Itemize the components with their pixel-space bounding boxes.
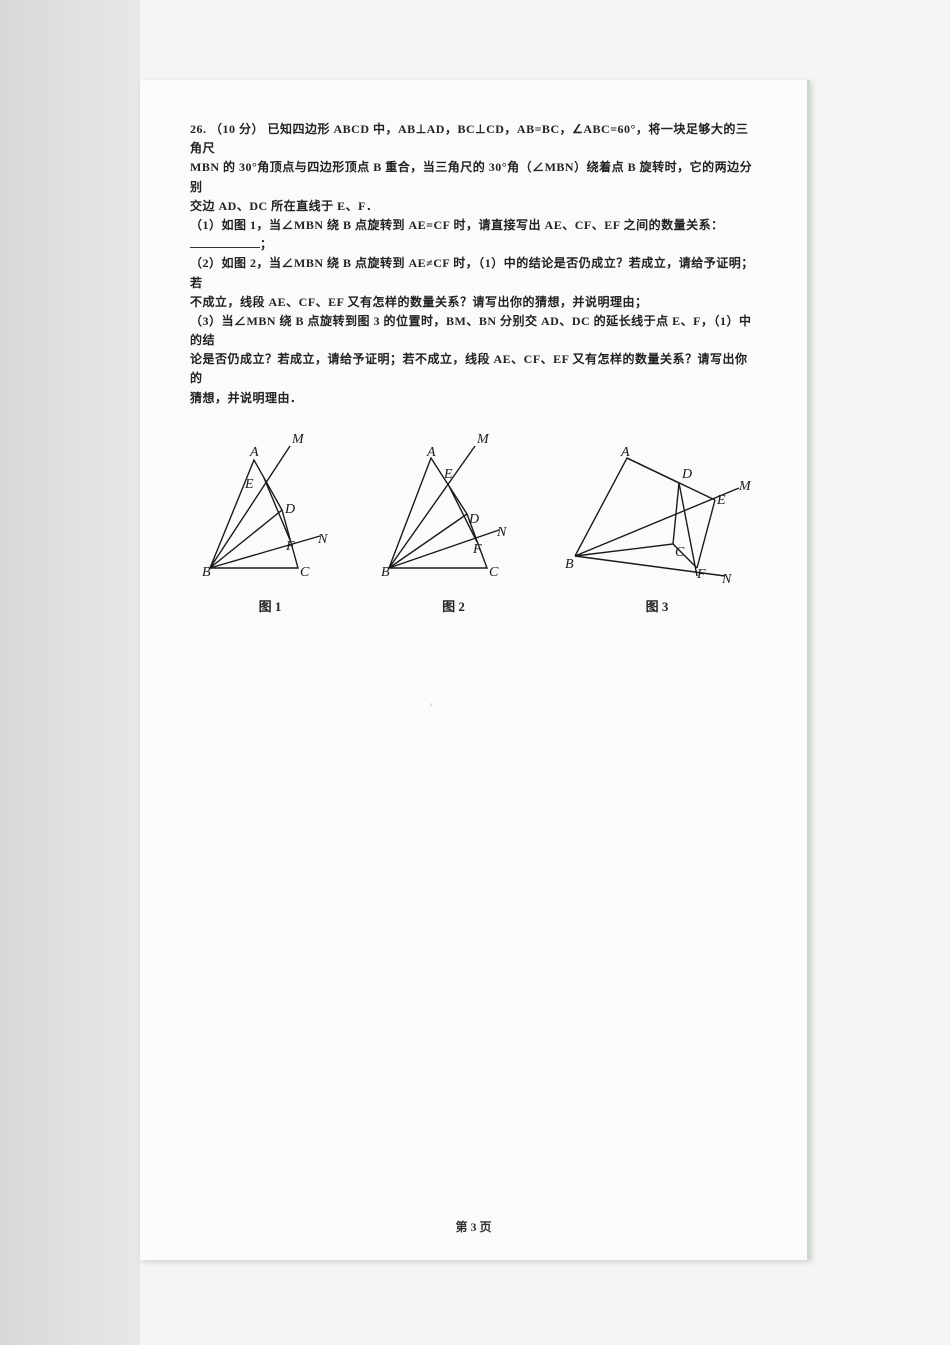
question-1-tail: ； (260, 237, 273, 251)
figure-1-svg: B C A D E F M N (190, 428, 350, 588)
figure-1-block: B C A D E F M N (190, 428, 350, 615)
page-container: 26. （10 分） 已知四边形 ABCD 中，AB⊥AD，BC⊥CD，AB=B… (0, 0, 950, 1345)
left-shadow (0, 0, 140, 1345)
figure-2-svg: B C A D E F M N (369, 428, 539, 588)
question-3c: 猜想，并说明理由． (190, 391, 303, 405)
problem-text-block: 26. （10 分） 已知四边形 ABCD 中，AB⊥AD，BC⊥CD，AB=B… (190, 120, 757, 408)
figure-2-block: B C A D E F M N (369, 428, 539, 615)
label-M: M (738, 479, 752, 494)
page-footer: 第 3 页 (140, 1218, 807, 1235)
label-B: B (565, 557, 574, 572)
label-C: C (300, 565, 310, 580)
label-A: A (620, 445, 630, 460)
label-N: N (496, 525, 507, 540)
figures-row: B C A D E F M N (190, 428, 757, 615)
stem-line-3: 交边 AD、DC 所在直线于 E、F． (190, 199, 379, 213)
question-2a: （2）如图 2，当∠MBN 绕 B 点旋转到 AE≠CF 时，（1）中的结论是否… (190, 256, 754, 289)
question-1: （1）如图 1，当∠MBN 绕 B 点旋转到 AE=CF 时，请直接写出 AE、… (190, 218, 724, 232)
problem-number: 26. (190, 122, 207, 136)
problem-points: （10 分） (210, 122, 264, 136)
question-2b: 不成立，线段 AE、CF、EF 又有怎样的数量关系？请写出你的猜想，并说明理由； (190, 295, 648, 309)
label-D: D (681, 467, 692, 482)
faint-mark: ' (430, 700, 432, 715)
figure-2-caption: 图 2 (442, 596, 465, 615)
figure-3-svg: B C A D E F M N (557, 428, 757, 588)
label-C: C (489, 565, 499, 580)
figure-1-caption: 图 1 (259, 596, 282, 615)
answer-blank (190, 235, 260, 248)
label-M: M (476, 432, 490, 447)
stem-line-1: 已知四边形 ABCD 中，AB⊥AD，BC⊥CD，AB=BC，∠ABC=60°，… (190, 122, 748, 155)
label-F: F (696, 567, 706, 582)
question-3a: （3）当∠MBN 绕 B 点旋转到图 3 的位置时，BM、BN 分别交 AD、D… (190, 314, 752, 347)
exam-paper: 26. （10 分） 已知四边形 ABCD 中，AB⊥AD，BC⊥CD，AB=B… (140, 80, 810, 1260)
label-A: A (249, 445, 259, 460)
figure-3-caption: 图 3 (646, 596, 669, 615)
stem-line-2: MBN 的 30°角顶点与四边形顶点 B 重合，当三角尺的 30°角（∠MBN）… (190, 160, 752, 193)
label-M: M (291, 432, 305, 447)
label-D: D (284, 502, 295, 517)
question-3b: 论是否仍成立？若成立，请给予证明；若不成立，线段 AE、CF、EF 又有怎样的数… (190, 352, 748, 385)
label-N: N (317, 532, 328, 547)
label-N: N (721, 572, 732, 587)
figure-3-block: B C A D E F M N (557, 428, 757, 615)
